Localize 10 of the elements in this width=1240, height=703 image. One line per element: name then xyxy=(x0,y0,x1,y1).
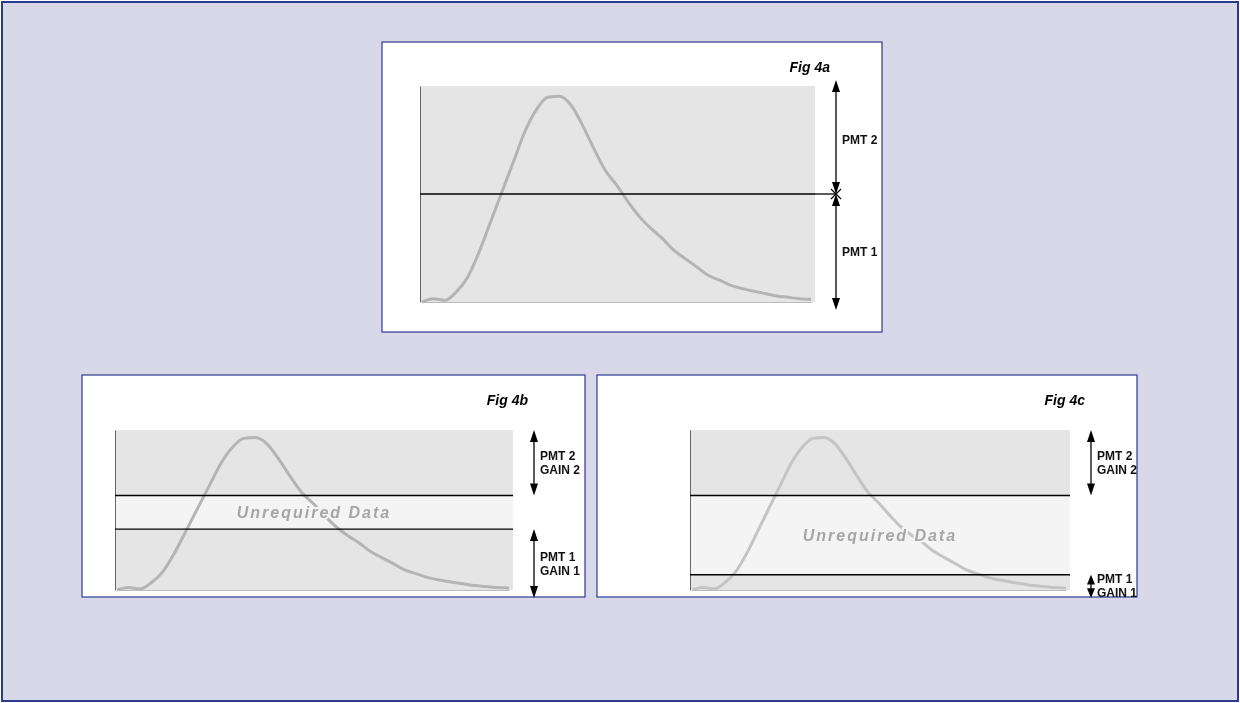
chart-title: Fig 4a xyxy=(789,59,831,75)
text: PMT 1 GAIN 1 xyxy=(1097,572,1138,601)
text: PMT 1 GAIN 1 xyxy=(540,549,581,578)
text: PMT 2 GAIN 2 xyxy=(540,448,581,477)
text: PMT 1 xyxy=(842,245,878,259)
chart-title: Fig 4c xyxy=(1044,392,1086,408)
text: PMT 2 xyxy=(842,133,878,147)
text: PMT 2 GAIN 2 xyxy=(1097,448,1138,477)
chart-title: Fig 4b xyxy=(486,392,529,408)
band-label: Unrequired Data xyxy=(802,527,958,545)
